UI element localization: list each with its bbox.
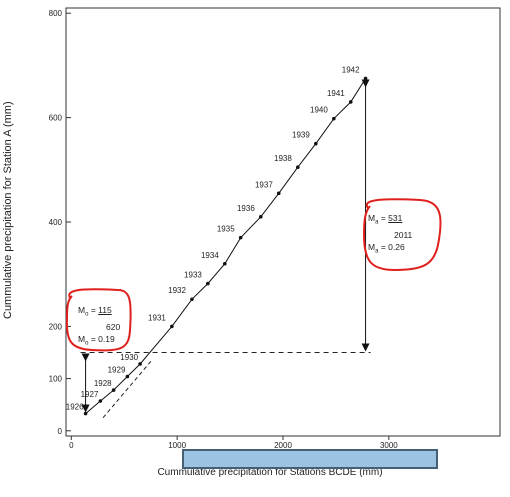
point-label-1932: 1932 [168, 286, 186, 295]
data-point-1939 [314, 141, 318, 146]
point-label-1926: 1926 [66, 403, 84, 412]
data-point-1937 [276, 191, 281, 196]
point-label-1933: 1933 [184, 271, 202, 280]
data-point-1936 [258, 214, 263, 219]
y-tick-label: 600 [49, 114, 63, 123]
data-point-1927 [98, 399, 103, 403]
redaction-box [182, 449, 438, 469]
x-tick-label: 0 [69, 441, 74, 450]
chart-marks [83, 76, 368, 416]
right-annotation-highlight [362, 198, 442, 272]
annotation-circles [65, 198, 442, 352]
point-label-1929: 1929 [108, 365, 126, 374]
y-tick-label: 100 [49, 375, 63, 384]
data-point-1934 [222, 261, 227, 266]
x-tick-label: 3000 [380, 441, 398, 450]
plot-frame [65, 7, 501, 437]
chart-point-labels: 1926 1927 1928 1929 1930 1931 1932 1933 1934 1935… [66, 65, 360, 411]
point-label-1931: 1931 [148, 313, 166, 322]
data-point-1938 [296, 165, 300, 169]
point-label-1930: 1930 [120, 353, 138, 362]
point-label-1940: 1940 [310, 106, 328, 115]
y-axis-label: Cummulative precipitation for Station A … [2, 101, 14, 319]
point-label-1937: 1937 [255, 180, 273, 189]
data-point-1932 [190, 297, 194, 302]
x-tick-label: 2000 [274, 441, 292, 450]
y-tick-label: 200 [49, 322, 63, 331]
point-label-1936: 1936 [237, 204, 255, 213]
data-point-1933 [206, 281, 210, 286]
dashed-extension-line [102, 359, 153, 419]
data-point-1928 [111, 388, 116, 392]
data-point-1935 [238, 235, 243, 240]
left-annotation-highlight [65, 288, 132, 352]
annotation-left: Mo = 115 620 Mo = 0.19 [78, 305, 121, 347]
annotation-right: Ma = 531 2011 Ma = 0.26 [368, 213, 413, 255]
point-label-1941: 1941 [327, 89, 345, 98]
data-point-1931 [170, 324, 174, 329]
y-tick-label: 0 [58, 427, 63, 436]
series-line [85, 78, 367, 414]
point-label-1938: 1938 [274, 154, 292, 163]
data-point-1942 [363, 76, 368, 81]
point-label-1942: 1942 [342, 65, 360, 74]
y-tick-label: 800 [49, 9, 63, 18]
chart-ticks: 0 1000 2000 3000 0 100 200 400 600 800 [49, 9, 399, 450]
data-point-1930 [138, 362, 142, 366]
point-label-1939: 1939 [292, 131, 310, 140]
point-label-1935: 1935 [217, 225, 235, 234]
data-point-1941 [348, 100, 353, 104]
x-tick-label: 1000 [168, 441, 186, 450]
point-label-1928: 1928 [94, 379, 112, 388]
data-point-1929 [125, 374, 130, 379]
data-point-1940 [332, 116, 336, 121]
point-label-1934: 1934 [201, 251, 219, 260]
y-tick-label: 400 [49, 218, 63, 227]
x-axis-label: Cummulative precipitation for Stations B… [157, 467, 383, 478]
point-label-1927: 1927 [81, 390, 99, 399]
chart-axes [65, 7, 501, 437]
data-point-1926 [83, 411, 88, 416]
